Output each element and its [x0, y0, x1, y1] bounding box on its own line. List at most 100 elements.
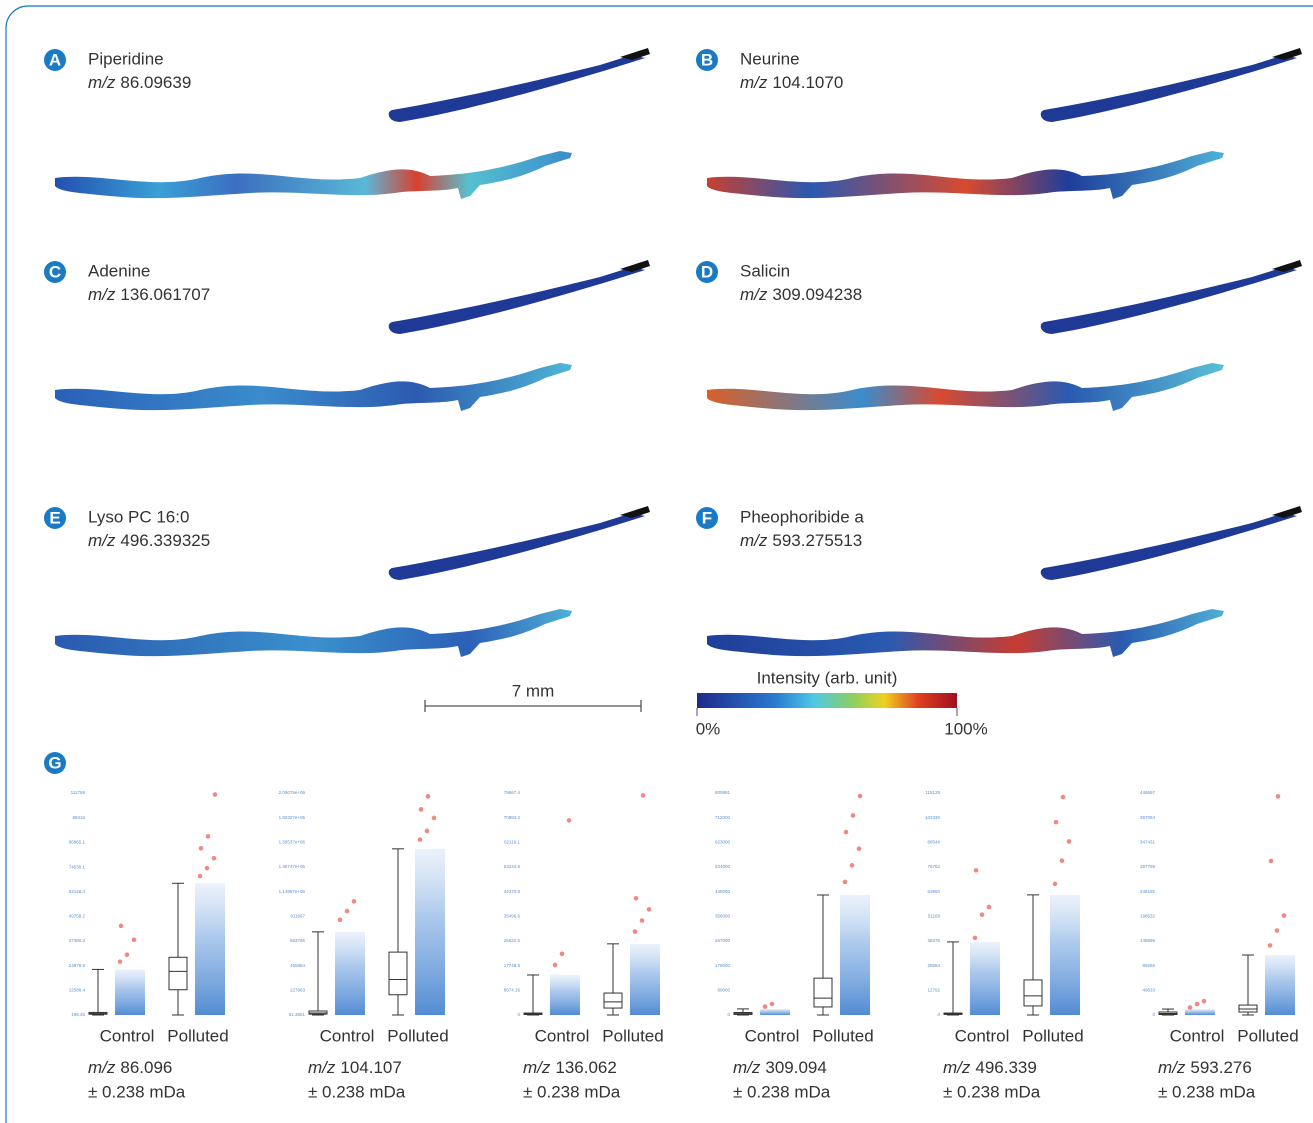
category-label: Control	[100, 1026, 155, 1045]
outlier	[205, 866, 210, 871]
y-tick-label: 24978.9	[69, 963, 86, 968]
point-cloud	[760, 1009, 790, 1015]
caption-tolerance: ± 0.238 mDa	[733, 1082, 831, 1101]
y-tick-label: 26622.5	[504, 938, 521, 943]
point-cloud	[195, 883, 225, 1015]
y-tick-label: 12792	[927, 988, 940, 993]
compound-mz: m/z104.1070	[740, 73, 843, 92]
box-chart: 61.35512279634558646837669116671.13957e+…	[279, 790, 449, 1101]
polluted-image	[707, 151, 1224, 199]
outlier	[843, 880, 848, 885]
point-cloud	[1185, 1009, 1215, 1015]
mz-prefix: m/z	[308, 1058, 336, 1077]
outlier	[213, 792, 218, 797]
y-tick-label: 1.82327e+06	[279, 815, 306, 820]
outlier	[1060, 858, 1065, 863]
y-tick-label: 89544	[927, 840, 940, 845]
outlier	[974, 868, 979, 873]
caption-tolerance: ± 0.238 mDa	[308, 1082, 406, 1101]
y-tick-label: 17748.3	[504, 963, 521, 968]
mz-value: 136.061707	[120, 285, 210, 304]
outlier	[640, 918, 645, 923]
y-tick-label: 99316	[72, 815, 85, 820]
colorbar-min: 0%	[696, 719, 721, 738]
outlier	[125, 952, 130, 957]
outlier	[426, 794, 431, 799]
y-tick-label: 248165	[1140, 889, 1156, 894]
point-cloud	[1265, 955, 1295, 1015]
mz-value: 309.094	[765, 1058, 826, 1077]
category-label: Control	[535, 1026, 590, 1045]
y-tick-label: 1.36747e+06	[279, 864, 306, 869]
y-tick-label: 0	[937, 1012, 940, 1017]
mz-value: 104.1070	[772, 73, 843, 92]
category-label: Polluted	[387, 1026, 448, 1045]
mz-value: 496.339325	[120, 531, 210, 550]
y-tick-label: 63960	[927, 889, 940, 894]
y-tick-label: 49758.2	[69, 914, 86, 919]
y-tick-label: 534000	[715, 864, 731, 869]
outlier	[647, 907, 652, 912]
y-tick-label: 51168	[928, 914, 941, 919]
y-tick-label: 0	[727, 1012, 730, 1017]
category-label: Polluted	[1022, 1026, 1083, 1045]
outlier	[567, 818, 572, 823]
panel: APiperidinem/z86.09639	[44, 48, 650, 199]
outlier	[1202, 999, 1207, 1004]
outlier	[432, 816, 437, 821]
outlier	[850, 863, 855, 868]
outlier	[199, 846, 204, 851]
page: APiperidinem/z86.09639BNeurinem/z104.107…	[0, 0, 1313, 1123]
caption-mz: m/z104.107	[308, 1058, 402, 1077]
mz-prefix: m/z	[88, 531, 116, 550]
panel-letter: D	[701, 262, 713, 281]
y-tick-label: 911667	[290, 914, 305, 919]
panel-letter: E	[49, 508, 60, 527]
polluted-image	[55, 609, 572, 657]
outlier	[1276, 794, 1281, 799]
y-tick-label: 53244.9	[504, 864, 521, 869]
outlier	[212, 856, 217, 861]
category-label: Polluted	[167, 1026, 228, 1045]
scale-label: 7 mm	[512, 681, 555, 700]
y-tick-label: 455864	[290, 963, 306, 968]
outlier	[770, 1002, 775, 1007]
panel-letter: C	[49, 262, 61, 281]
point-cloud	[840, 895, 870, 1015]
outlier	[987, 905, 992, 910]
caption-mz: m/z309.094	[733, 1058, 827, 1077]
box	[1024, 980, 1042, 1006]
y-tick-label: 1.13957e+06	[279, 889, 306, 894]
point-cloud	[1050, 895, 1080, 1015]
colorbar-title: Intensity (arb. unit)	[757, 668, 898, 687]
polluted-image	[55, 151, 572, 199]
category-label: Polluted	[1237, 1026, 1298, 1045]
outlier	[1188, 1005, 1193, 1010]
compound-name: Pheophoribide a	[740, 507, 864, 526]
caption-mz: m/z496.339	[943, 1058, 1037, 1077]
compound-name: Neurine	[740, 49, 800, 68]
mz-prefix: m/z	[733, 1058, 761, 1077]
mz-value: 309.094238	[772, 285, 862, 304]
y-tick-label: 397064	[1140, 815, 1156, 820]
mz-prefix: m/z	[740, 531, 768, 550]
outlier	[980, 912, 985, 917]
y-tick-label: 0	[517, 1012, 520, 1017]
compound-mz: m/z86.09639	[88, 73, 191, 92]
panel: DSalicinm/z309.094238	[696, 260, 1302, 411]
caption-tolerance: ± 0.238 mDa	[1158, 1082, 1256, 1101]
outlier	[858, 794, 863, 799]
y-tick-label: 800991	[715, 790, 731, 795]
outlier	[1282, 913, 1287, 918]
y-tick-label: 49633	[1142, 988, 1155, 993]
control-image	[1041, 55, 1297, 122]
box-chart: 0127922558438376511686396076752895441023…	[925, 790, 1084, 1101]
y-tick-label: 267000	[715, 938, 731, 943]
y-tick-label: 1.59537e+06	[279, 839, 306, 844]
compound-name: Piperidine	[88, 49, 164, 68]
polluted-image	[707, 609, 1224, 657]
control-image	[1041, 513, 1297, 580]
y-tick-label: 148899	[1140, 938, 1156, 943]
